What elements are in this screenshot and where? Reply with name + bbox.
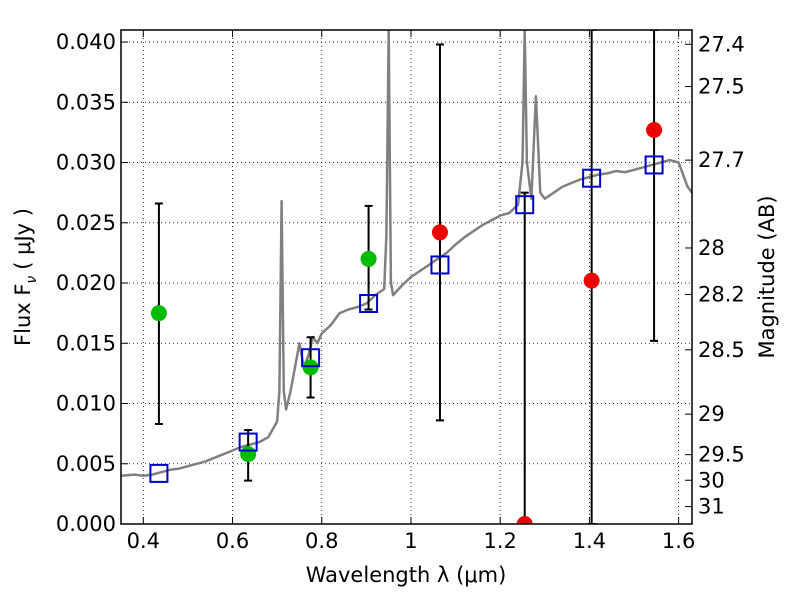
x-axis-ticks: 0.4 0.6 0.8 1 1.2 1.4 1.6 bbox=[127, 30, 695, 553]
y-tick-label: 0.040 bbox=[56, 30, 116, 54]
x-tick-label: 1 bbox=[404, 529, 417, 553]
y-axis-label-text: Flux F bbox=[11, 284, 35, 346]
y-tick-label: 0.025 bbox=[56, 211, 116, 235]
model-point bbox=[582, 168, 602, 188]
observed-point bbox=[302, 359, 319, 376]
y-axis-ticks: 0.000 0.005 0.010 0.015 0.020 0.025 0.030 0.035… bbox=[56, 30, 128, 536]
x-tick-label: 0.6 bbox=[216, 529, 249, 553]
x-tick-label: 0.8 bbox=[305, 529, 338, 553]
x-axis-label: Wavelength λ (μm) bbox=[306, 563, 507, 587]
y-tick-label: 0.010 bbox=[56, 392, 116, 416]
observed-point bbox=[360, 250, 377, 267]
y-tick-label: 0.015 bbox=[56, 331, 116, 355]
y-axis-label-subscript: ν bbox=[24, 276, 40, 284]
magnitude-tick-label: 30 bbox=[698, 468, 725, 492]
model-point bbox=[149, 463, 169, 483]
y-axis-label-unit: ( μJy ) bbox=[11, 208, 35, 270]
spectrum-line bbox=[121, 30, 692, 478]
grid-lines bbox=[121, 30, 692, 525]
magnitude-tick-label: 29 bbox=[698, 402, 725, 426]
magnitude-axis-ticks: 27.4 27.5 27.7 28 28.2 28.5 29 29.530 31 bbox=[685, 32, 745, 519]
observed-point bbox=[431, 224, 448, 241]
magnitude-tick-label: 31 bbox=[698, 495, 725, 519]
magnitude-tick-label: 28.5 bbox=[698, 338, 745, 362]
plot-content bbox=[121, 30, 692, 524]
x-tick-label: 1.4 bbox=[573, 529, 606, 553]
y-tick-label: 0.000 bbox=[56, 512, 116, 536]
magnitude-tick-label: 27.7 bbox=[698, 148, 745, 172]
magnitude-tick-label: 28 bbox=[698, 236, 725, 260]
observed-point bbox=[240, 446, 257, 463]
observed-point bbox=[583, 272, 600, 289]
y-tick-label: 0.020 bbox=[56, 271, 116, 295]
observed-point bbox=[516, 516, 533, 524]
model-point bbox=[301, 348, 321, 368]
x-tick-label: 0.4 bbox=[127, 529, 160, 553]
x-tick-label: 1.2 bbox=[483, 529, 516, 553]
y-tick-label: 0.005 bbox=[56, 452, 116, 476]
model-point bbox=[359, 294, 379, 314]
magnitude-tick-label: 27.5 bbox=[698, 75, 745, 99]
model-point bbox=[515, 195, 535, 215]
model-point bbox=[238, 432, 258, 452]
y-axis-label: Flux Fν ( μJy ) bbox=[11, 208, 40, 346]
magnitude-tick-label: 28.2 bbox=[698, 282, 745, 306]
model-point bbox=[430, 255, 450, 275]
observed-point bbox=[150, 305, 167, 322]
magnitude-tick-label: 27.4 bbox=[698, 32, 745, 56]
y-tick-label: 0.030 bbox=[56, 151, 116, 175]
plot-frame bbox=[120, 29, 693, 525]
x-tick-label: 1.6 bbox=[662, 529, 695, 553]
magnitude-tick-label: 29.5 bbox=[698, 443, 745, 467]
y-tick-label: 0.035 bbox=[56, 90, 116, 114]
model-point bbox=[644, 155, 664, 175]
observed-point bbox=[646, 122, 663, 139]
magnitude-axis-label: Magnitude (AB) bbox=[755, 195, 779, 358]
